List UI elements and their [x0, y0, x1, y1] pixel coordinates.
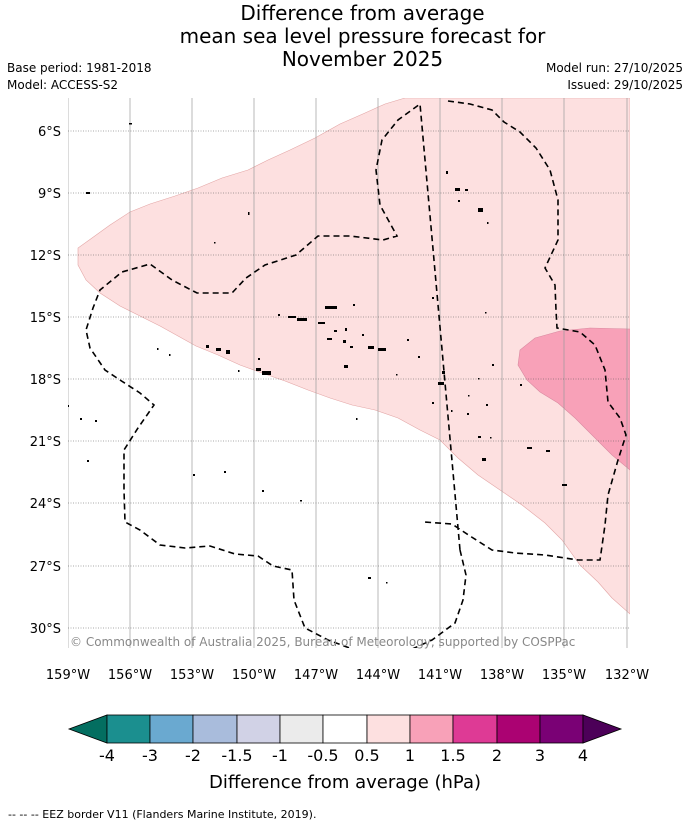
lat-label-12s: 12°S — [30, 249, 61, 264]
colorbar-tick: -1.5 — [221, 746, 252, 765]
title-line-2: mean sea level pressure forecast for — [179, 24, 546, 48]
anomaly-region-pink — [517, 327, 630, 471]
lat-label-30s: 30°S — [30, 622, 61, 637]
map-plot-area — [68, 98, 630, 648]
lon-label-150w: 150°W — [232, 668, 276, 683]
parallel-lines — [68, 130, 630, 629]
colorbar-tick: -2 — [185, 746, 201, 765]
lon-label-159w: 159°W — [46, 668, 90, 683]
colorbar-tick: 2 — [492, 746, 502, 765]
colorbar-bin — [106, 714, 151, 744]
colorbar-label: Difference from average (hPa) — [209, 772, 481, 793]
colorbar-tick: 4 — [578, 746, 588, 765]
colorbar-tick: 3 — [535, 746, 545, 765]
title-line-3: November 2025 — [281, 47, 444, 71]
colorbar-under-arrow — [67, 714, 108, 744]
colorbar-bin — [496, 714, 541, 744]
colorbar-tick: 1 — [405, 746, 415, 765]
map-credit: © Commonwealth of Australia 2025, Bureau… — [70, 635, 575, 649]
colorbar-bin — [409, 714, 454, 744]
lat-label-6s: 6°S — [38, 125, 61, 140]
eez-borders — [85, 100, 627, 648]
colorbar-tick: -1 — [272, 746, 288, 765]
eez-border-french-polynesia — [85, 100, 627, 648]
lat-label-15s: 15°S — [30, 311, 61, 326]
colorbar-tick: 1.5 — [440, 746, 465, 765]
colorbar-tick: 0.5 — [354, 746, 379, 765]
colorbar-bin — [366, 714, 411, 744]
colorbar-tick: -4 — [99, 746, 115, 765]
colorbar-bin — [452, 714, 498, 744]
colorbar-bin — [322, 714, 368, 744]
lon-label-132w: 132°W — [605, 668, 649, 683]
lon-label-135w: 135°W — [542, 668, 586, 683]
colorbar-bin — [236, 714, 281, 744]
anomaly-region-light-pink — [77, 98, 630, 615]
lon-label-147w: 147°W — [294, 668, 338, 683]
colorbar-over-arrow — [582, 714, 623, 744]
colorbar-bin — [279, 714, 324, 744]
model-name: Model: ACCESS-S2 — [7, 78, 119, 92]
colorbar — [67, 714, 623, 744]
eez-footnote: -- -- -- EEZ border V11 (Flanders Marine… — [8, 808, 317, 821]
colorbar-tick: -3 — [142, 746, 158, 765]
forecast-map: © Commonwealth of Australia 2025, Bureau… — [30, 98, 649, 793]
island-markers — [68, 123, 567, 584]
lon-label-141w: 141°W — [418, 668, 462, 683]
base-period: Base period: 1981-2018 — [7, 61, 152, 75]
colorbar-bin — [149, 714, 194, 744]
lat-label-24s: 24°S — [30, 497, 61, 512]
colorbar-bin — [539, 714, 584, 744]
colorbar-bin — [192, 714, 238, 744]
title-line-1: Difference from average — [240, 1, 485, 25]
lon-label-144w: 144°W — [356, 668, 400, 683]
lon-label-153w: 153°W — [170, 668, 214, 683]
model-run: Model run: 27/10/2025 — [545, 61, 683, 75]
lat-label-18s: 18°S — [30, 373, 61, 388]
lon-label-156w: 156°W — [108, 668, 152, 683]
lat-label-9s: 9°S — [38, 187, 61, 202]
lon-label-138w: 138°W — [480, 668, 524, 683]
lat-label-21s: 21°S — [30, 435, 61, 450]
lat-label-27s: 27°S — [30, 560, 61, 575]
colorbar-tick: -0.5 — [307, 746, 338, 765]
issued-date: Issued: 29/10/2025 — [567, 78, 683, 92]
